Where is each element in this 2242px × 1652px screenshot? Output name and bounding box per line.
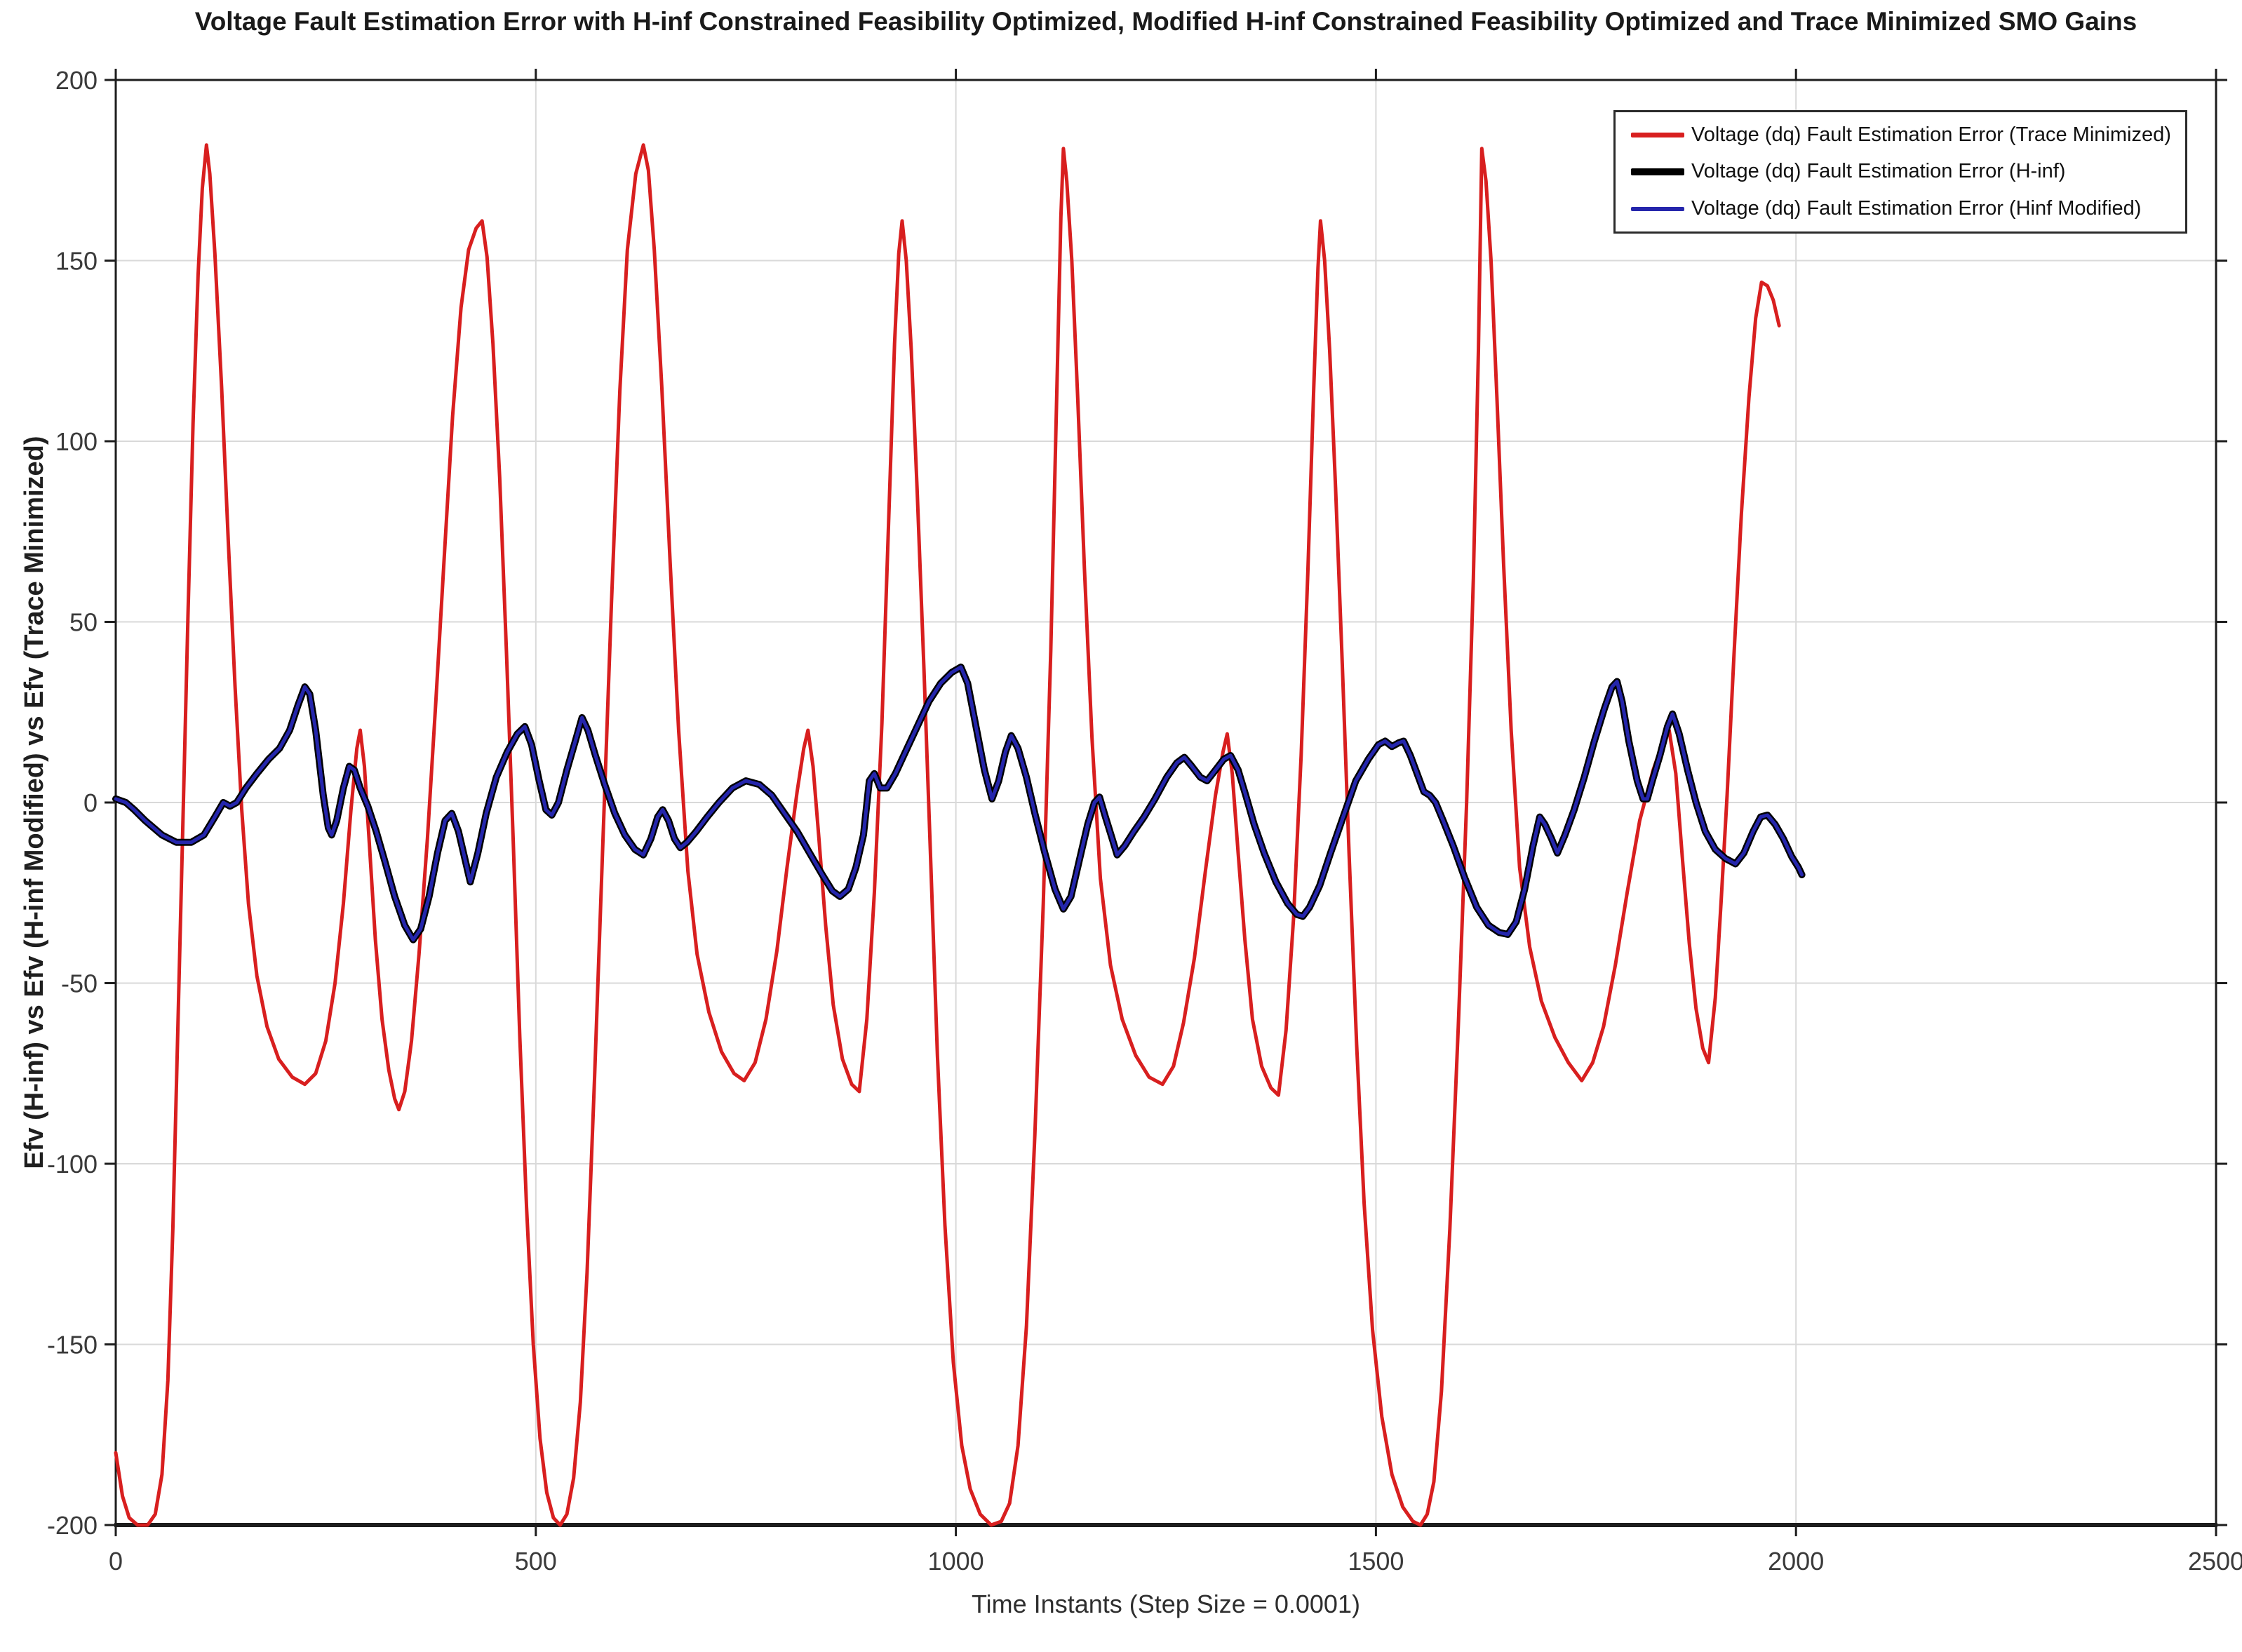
y-tick-label: -100 — [47, 1150, 98, 1178]
x-tick-label: 2500 — [2188, 1547, 2242, 1576]
legend-label: Voltage (dq) Fault Estimation Error (Tra… — [1691, 123, 2171, 146]
x-axis-label: Time Instants (Step Size = 0.0001) — [972, 1590, 1360, 1618]
y-tick-label: 0 — [83, 788, 98, 817]
legend: Voltage (dq) Fault Estimation Error (Tra… — [1613, 110, 2187, 234]
legend-line-swatch-red — [1631, 132, 1684, 137]
x-tick-label: 1000 — [928, 1547, 984, 1576]
x-tick-label: 2000 — [1768, 1547, 1824, 1576]
chart-title: Voltage Fault Estimation Error with H-in… — [194, 7, 2137, 36]
y-tick-label: 150 — [55, 247, 98, 276]
legend-label: Voltage (dq) Fault Estimation Error (Hin… — [1691, 197, 2142, 220]
legend-row-hinf: Voltage (dq) Fault Estimation Error (H-i… — [1631, 154, 2185, 190]
y-tick-label: 200 — [55, 66, 98, 95]
legend-row-trace-minimized: Voltage (dq) Fault Estimation Error (Tra… — [1631, 116, 2185, 153]
y-tick-label: 100 — [55, 427, 98, 456]
y-tick-label: -50 — [61, 969, 98, 998]
series-line-voltage-dq-fault-estimation-error-hinf-modified- — [114, 665, 1804, 942]
legend-line-swatch-black — [1631, 168, 1684, 175]
y-tick-label: -200 — [47, 1511, 98, 1540]
legend-line-swatch-blue — [1631, 206, 1684, 211]
y-tick-label: -150 — [47, 1331, 98, 1359]
legend-label: Voltage (dq) Fault Estimation Error (H-i… — [1691, 160, 2066, 183]
x-tick-label: 0 — [109, 1547, 123, 1576]
legend-row-hinf-modified: Voltage (dq) Fault Estimation Error (Hin… — [1631, 191, 2185, 227]
y-tick-label: 50 — [69, 608, 98, 637]
series-line-voltage-dq-fault-estimation-error-trace-minimized- — [114, 143, 1781, 1527]
x-tick-label: 500 — [515, 1547, 557, 1576]
x-tick-label: 1500 — [1348, 1547, 1404, 1576]
series-line-voltage-dq-fault-estimation-error-h-inf- — [112, 663, 1806, 943]
